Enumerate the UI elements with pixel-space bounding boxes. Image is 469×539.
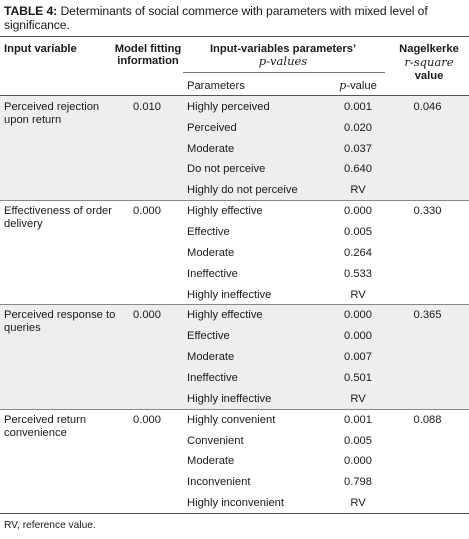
- parameter-cell: Moderate: [187, 247, 235, 259]
- header-bottom-rule: [0, 95, 469, 96]
- p-value-cell: RV: [350, 393, 366, 405]
- header-p-rest: -value: [346, 80, 377, 92]
- parameter-cell: Highly perceived: [187, 101, 270, 113]
- group-variable: Perceived rejection upon return: [4, 101, 100, 126]
- parameter-cell: Moderate: [187, 143, 235, 155]
- group-model-fit: 0.000: [133, 309, 161, 321]
- table-caption: TABLE 4: Determinants of social commerce…: [4, 4, 466, 32]
- p-value-cell: 0.000: [344, 455, 372, 467]
- parameter-cell: Ineffective: [187, 372, 238, 384]
- p-value-cell: RV: [350, 497, 366, 509]
- p-value-cell: 0.000: [344, 205, 372, 217]
- group-model-fit: 0.000: [133, 414, 161, 426]
- header-p-value: p-value: [328, 79, 388, 93]
- header-nagelkerke-3: value: [414, 70, 444, 82]
- caption-label: TABLE 4:: [4, 4, 58, 18]
- parameter-cell: Highly convenient: [187, 414, 276, 426]
- p-value-cell: 0.264: [344, 247, 372, 259]
- header-nagelkerke-1: Nagelkerke: [399, 43, 459, 55]
- p-value-cell: 0.037: [344, 143, 372, 155]
- parameter-cell: Highly inconvenient: [187, 497, 285, 509]
- group-model-fit: 0.000: [133, 205, 161, 217]
- header-params-2: p-values: [258, 54, 308, 68]
- p-value-cell: 0.007: [344, 351, 372, 363]
- p-value-cell: RV: [350, 184, 366, 196]
- parameter-cell: Ineffective: [187, 268, 238, 280]
- subheader-rule: [183, 72, 385, 73]
- p-value-cell: RV: [350, 289, 366, 301]
- p-value-cell: 0.000: [344, 309, 372, 321]
- group-model-fit: 0.010: [133, 101, 161, 113]
- p-value-cell: 0.501: [344, 372, 372, 384]
- table-group-convenience: Perceived return convenience 0.000 0.088…: [0, 410, 469, 513]
- header-p-italic: p: [339, 79, 347, 92]
- group-divider: [0, 409, 469, 410]
- header-model-fitting-2: information: [117, 55, 179, 67]
- p-value-cell: 0.005: [344, 226, 372, 238]
- table-footnote: RV, reference value.: [4, 520, 96, 531]
- caption-text: Determinants of social commerce with par…: [4, 4, 428, 32]
- p-value-cell: 0.798: [344, 476, 372, 488]
- parameter-cell: Effective: [187, 330, 230, 342]
- group-r-square: 0.330: [413, 205, 442, 217]
- group-r-square: 0.088: [413, 414, 442, 426]
- parameter-cell: Highly ineffective: [187, 289, 272, 301]
- group-divider: [0, 304, 469, 305]
- header-params-1: Input-variables parameters’: [209, 43, 357, 55]
- parameter-cell: Effective: [187, 226, 230, 238]
- table-group-rejection: Perceived rejection upon return 0.010 0.…: [0, 96, 469, 200]
- parameter-cell: Moderate: [187, 455, 235, 467]
- parameter-cell: Perceived: [187, 122, 237, 134]
- table-bottom-rule: [0, 513, 469, 514]
- group-r-square: 0.046: [413, 101, 442, 113]
- parameter-cell: Highly do not perceive: [187, 184, 298, 196]
- group-r-square: 0.365: [413, 309, 442, 321]
- parameter-cell: Highly effective: [187, 309, 263, 321]
- p-value-cell: 0.533: [344, 268, 372, 280]
- group-variable: Effectiveness of order delivery: [4, 205, 112, 230]
- p-value-cell: 0.005: [344, 435, 372, 447]
- group-divider: [0, 200, 469, 201]
- header-input-variable: Input variable: [4, 43, 77, 55]
- parameter-cell: Moderate: [187, 351, 235, 363]
- p-value-cell: 0.000: [344, 330, 372, 342]
- table-group-queries: Perceived response to queries 0.000 0.36…: [0, 305, 469, 409]
- p-value-cell: 0.640: [344, 163, 372, 175]
- parameter-cell: Highly ineffective: [187, 393, 272, 405]
- p-value-cell: 0.001: [344, 101, 372, 113]
- header-model-fitting-1: Model fitting: [114, 43, 182, 55]
- p-value-cell: 0.001: [344, 414, 372, 426]
- parameter-cell: Convenient: [187, 435, 244, 447]
- p-value-cell: 0.020: [344, 122, 372, 134]
- header-top-rule: [0, 36, 469, 37]
- parameter-cell: Highly effective: [187, 205, 263, 217]
- group-variable: Perceived response to queries: [4, 309, 116, 334]
- group-variable: Perceived return convenience: [4, 414, 87, 439]
- parameter-cell: Do not perceive: [187, 163, 266, 175]
- table-group-delivery: Effectiveness of order delivery 0.000 0.…: [0, 201, 469, 304]
- header-parameters: Parameters: [187, 80, 245, 92]
- header-nagelkerke-2: r-square: [404, 55, 454, 69]
- parameter-cell: Inconvenient: [187, 476, 251, 488]
